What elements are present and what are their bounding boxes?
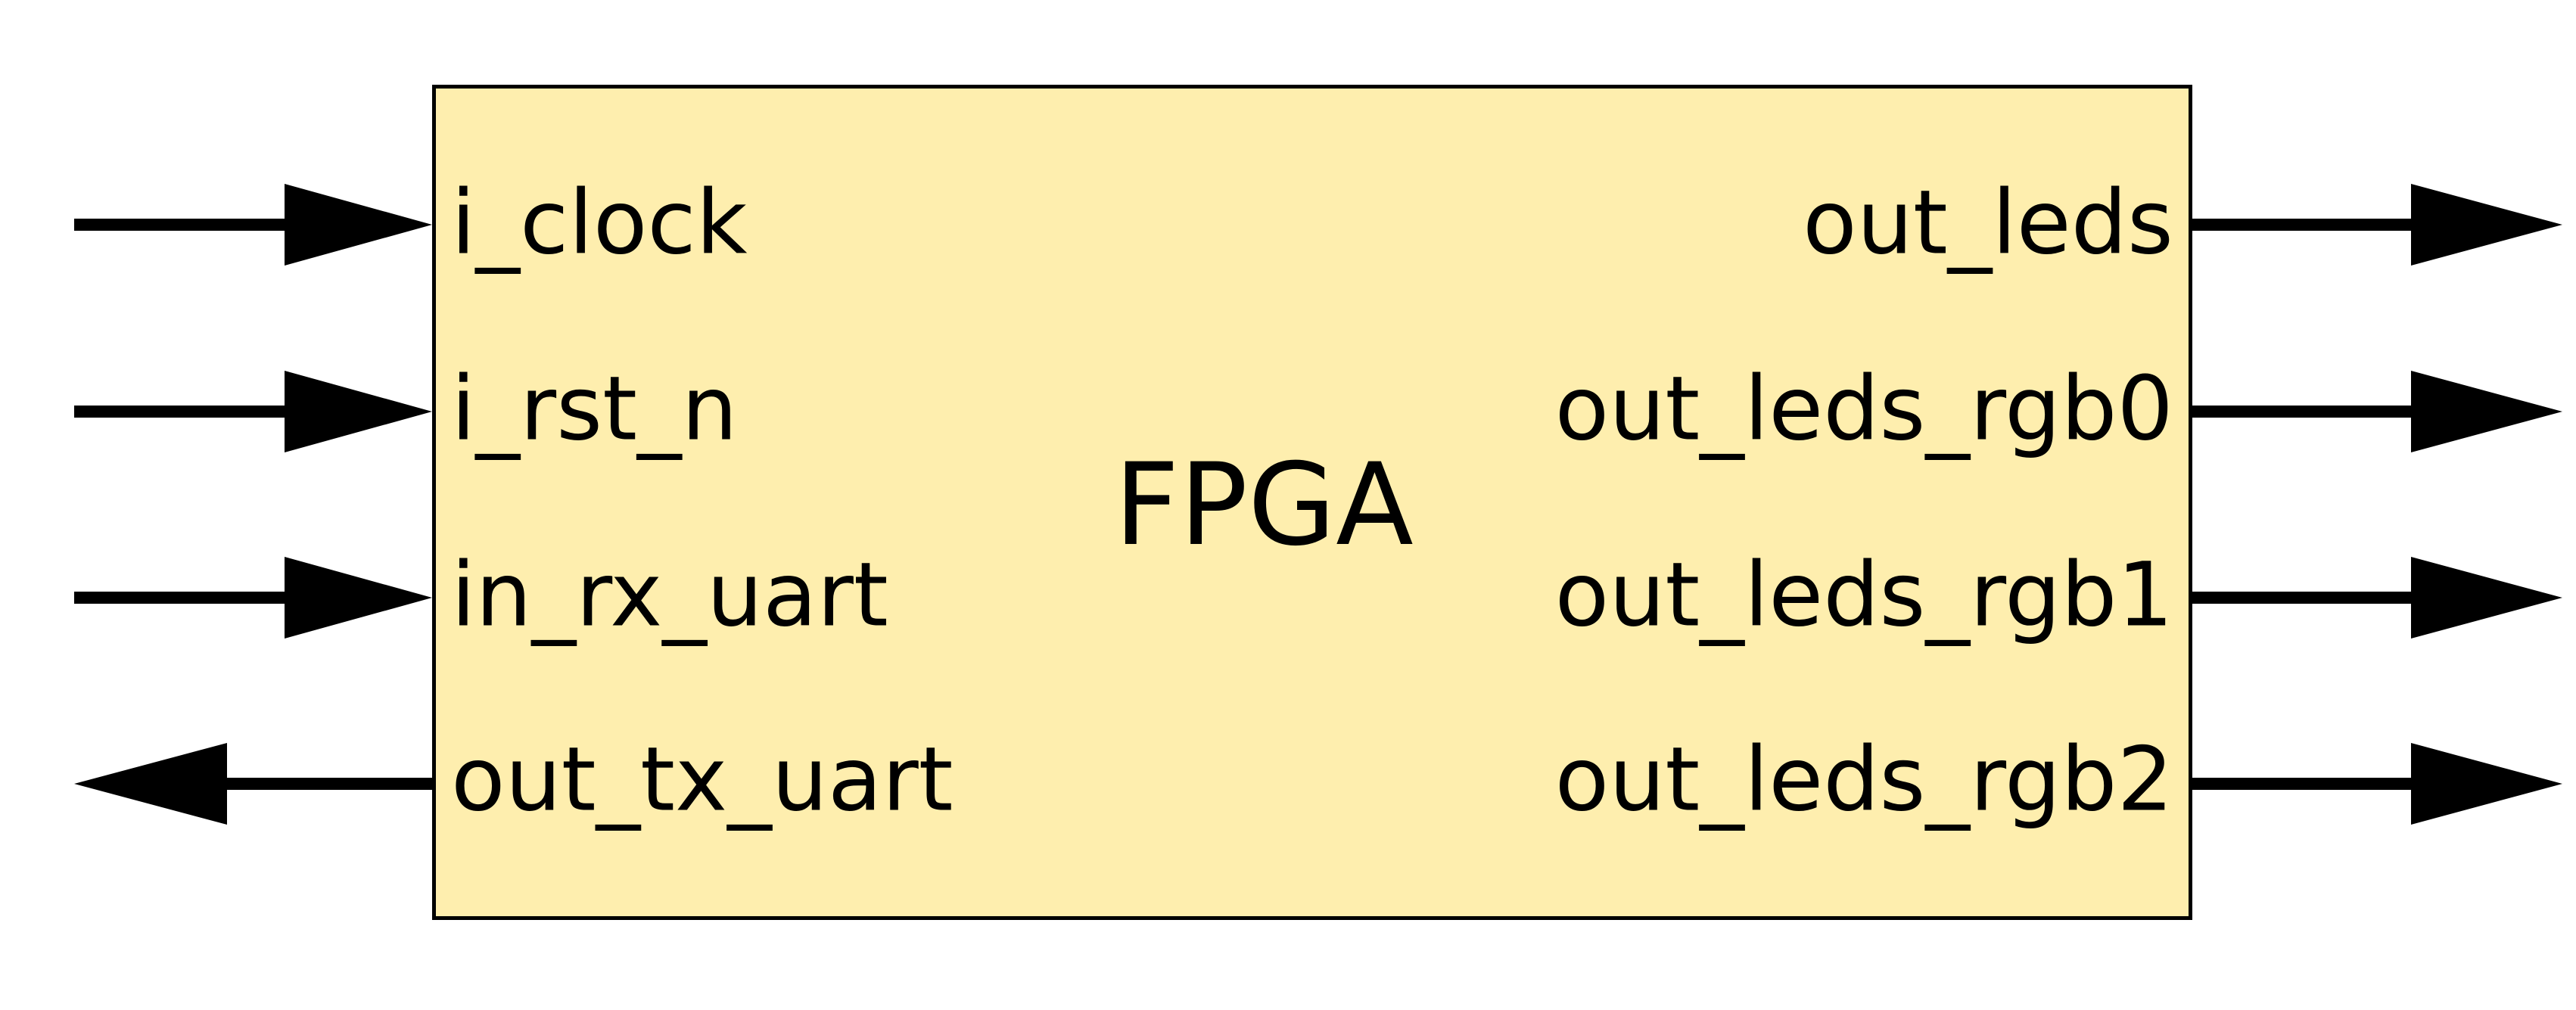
port-label-out-leds: out_leds bbox=[1803, 170, 2173, 275]
port-label-in-rx-uart: in_rx_uart bbox=[451, 542, 888, 647]
block-title: FPGA bbox=[1114, 440, 1414, 571]
port-arrow-i-rst-n bbox=[74, 371, 432, 452]
port-label-out-leds-rgb1: out_leds_rgb1 bbox=[1554, 542, 2173, 647]
fpga-block bbox=[432, 85, 2192, 920]
port-label-i-clock: i_clock bbox=[451, 170, 748, 275]
port-label-i-rst-n: i_rst_n bbox=[451, 356, 738, 461]
port-label-out-tx-uart: out_tx_uart bbox=[451, 727, 954, 831]
port-arrow-in-rx-uart bbox=[74, 557, 432, 639]
port-arrow-out-leds bbox=[2192, 184, 2562, 266]
port-label-out-leds-rgb2: out_leds_rgb2 bbox=[1554, 727, 2173, 831]
port-arrow-out-leds-rgb1 bbox=[2192, 557, 2562, 639]
port-arrow-out-leds-rgb2 bbox=[2192, 743, 2562, 825]
port-arrow-out-tx-uart bbox=[74, 743, 432, 825]
port-label-out-leds-rgb0: out_leds_rgb0 bbox=[1554, 356, 2173, 461]
port-arrow-i-clock bbox=[74, 184, 432, 266]
port-arrow-out-leds-rgb0 bbox=[2192, 371, 2562, 452]
